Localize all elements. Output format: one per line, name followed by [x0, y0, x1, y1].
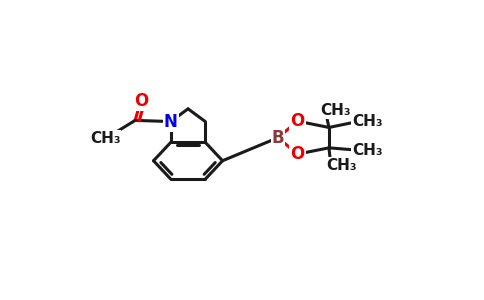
Text: CH₃: CH₃ [352, 142, 383, 158]
Text: CH₃: CH₃ [320, 103, 351, 118]
Text: CH₃: CH₃ [352, 114, 383, 129]
Text: CH₃: CH₃ [90, 131, 121, 146]
Text: O: O [290, 145, 304, 163]
Text: O: O [134, 92, 148, 110]
Text: N: N [164, 112, 178, 130]
Text: O: O [290, 112, 304, 130]
Text: B: B [272, 129, 285, 147]
Text: CH₃: CH₃ [326, 158, 357, 172]
